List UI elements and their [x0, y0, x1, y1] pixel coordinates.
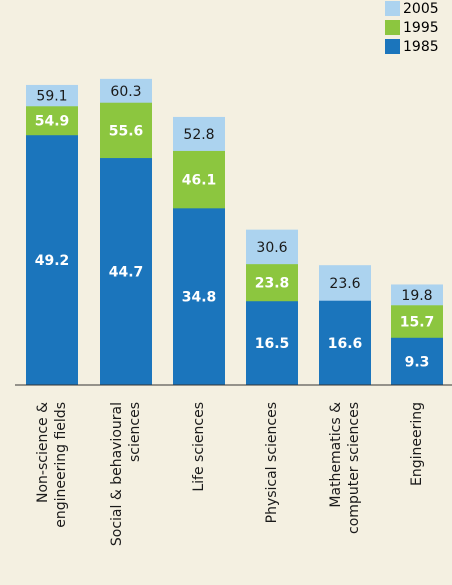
- value-label: 16.6: [328, 336, 363, 352]
- x-tick-label-line: Mathematics &: [328, 402, 344, 508]
- bar: [391, 337, 443, 385]
- x-tick-label: Life sciences: [191, 402, 207, 492]
- value-label: 19.8: [401, 288, 432, 304]
- value-label: 30.6: [256, 240, 287, 256]
- value-label: 15.7: [400, 315, 435, 331]
- bar: [246, 301, 298, 385]
- x-tick-label-line: Social & behavioural: [109, 402, 125, 546]
- value-label: 44.7: [109, 265, 144, 281]
- legend-swatch: [385, 1, 400, 16]
- legend-label: 2005: [403, 1, 439, 17]
- x-tick-label: Physical sciences: [264, 402, 280, 523]
- x-tick-label: Social & behavioural sciences: [109, 402, 143, 546]
- legend-swatch: [385, 39, 400, 54]
- x-tick-label-line: Life sciences: [191, 402, 207, 492]
- value-label: 60.3: [110, 84, 141, 100]
- x-tick-label: Non-science & engineering fields: [35, 402, 69, 528]
- value-label: 59.1: [36, 89, 67, 105]
- legend-label: 1985: [403, 39, 439, 55]
- value-label: 55.6: [109, 123, 144, 139]
- x-tick-label-line: Physical sciences: [264, 402, 280, 523]
- x-tick-label-line: sciences: [127, 402, 143, 462]
- value-label: 23.8: [255, 276, 290, 292]
- x-tick-label: Mathematics & computer sciences: [328, 402, 362, 534]
- x-tick-label-line: engineering fields: [53, 402, 69, 528]
- bar: [319, 300, 371, 385]
- x-tick-label-line: Engineering: [409, 402, 425, 486]
- legend-swatch: [385, 20, 400, 35]
- value-label: 46.1: [182, 173, 217, 189]
- bar: [100, 158, 152, 385]
- x-tick-label-line: computer sciences: [346, 402, 362, 534]
- value-label: 49.2: [35, 253, 70, 269]
- legend-label: 1995: [403, 20, 439, 36]
- value-label: 34.8: [182, 290, 217, 306]
- value-label: 16.5: [255, 336, 290, 352]
- value-label: 54.9: [35, 114, 70, 130]
- value-label: 9.3: [405, 354, 430, 370]
- x-tick-label-line: Non-science &: [35, 402, 51, 503]
- bar: [173, 208, 225, 385]
- value-label: 52.8: [183, 127, 214, 143]
- bar: [26, 135, 78, 385]
- value-label: 23.6: [329, 276, 360, 292]
- x-tick-label: Engineering: [409, 402, 425, 486]
